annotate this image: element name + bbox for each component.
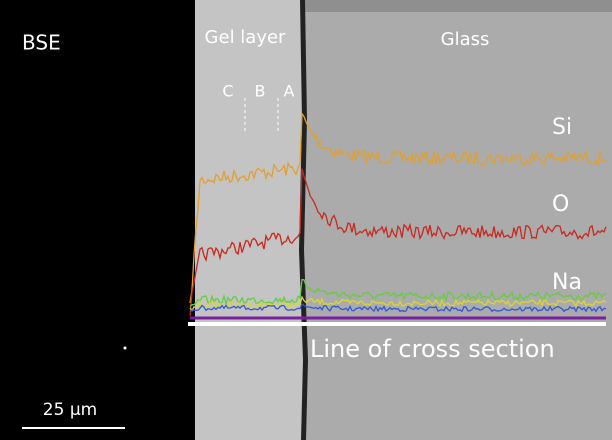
scale-label: 25 µm — [43, 400, 97, 420]
sublayer-label: C — [222, 82, 233, 101]
micrograph: BSE Gel layer Glass C B A Si O Na Line o… — [0, 0, 612, 440]
line-label: Line of cross section — [310, 335, 555, 363]
glass-region — [303, 0, 612, 440]
element-label: Na — [552, 270, 582, 295]
region-label: Glass — [441, 29, 490, 50]
sublayer-label: B — [255, 82, 266, 101]
element-label: O — [552, 192, 569, 217]
sublayer-label: A — [284, 82, 295, 101]
gel-region — [195, 0, 303, 440]
image-label: BSE — [22, 31, 61, 55]
element-label: Si — [552, 115, 572, 140]
speck — [124, 347, 127, 350]
region-label: Gel layer — [205, 27, 287, 48]
top-band — [303, 0, 612, 12]
